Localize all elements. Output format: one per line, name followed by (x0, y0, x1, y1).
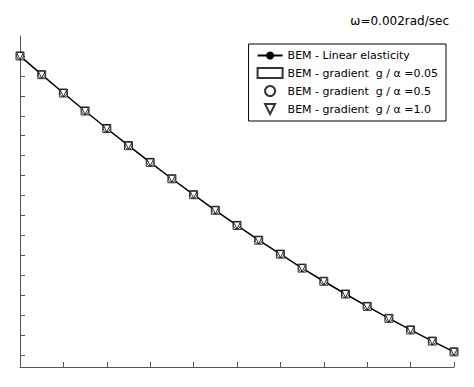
svg-text:BEM - gradient g / α =0.05: BEM - gradient g / α =0.05 (288, 67, 438, 80)
svg-text:BEM - gradient g / α =0.5: BEM - gradient g / α =0.5 (288, 85, 431, 98)
svg-text:BEM - Linear elasticity: BEM - Linear elasticity (288, 49, 411, 62)
svg-text:ω=0.002rad/sec: ω=0.002rad/sec (350, 14, 449, 28)
svg-text:BEM - gradient g / α =1.0: BEM - gradient g / α =1.0 (288, 103, 431, 116)
